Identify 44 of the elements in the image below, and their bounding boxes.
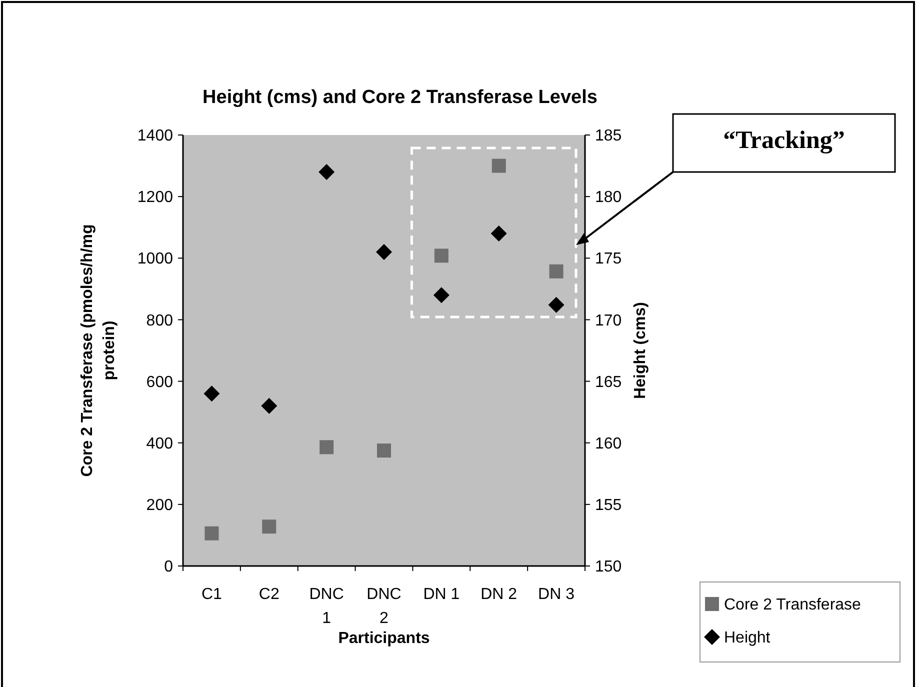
- legend-label: Height: [724, 630, 771, 647]
- x-tick-label: DN 3: [538, 586, 575, 603]
- point: [318, 164, 335, 180]
- point: [376, 244, 392, 260]
- point: [320, 440, 334, 454]
- point: [262, 520, 276, 534]
- point: [377, 444, 391, 458]
- y-tick-label: 600: [146, 374, 174, 391]
- y2-tick-label: 175: [595, 250, 622, 268]
- y2-tick-label: 180: [595, 189, 622, 206]
- y-tick-label: 400: [146, 435, 174, 452]
- x-tick-label: C1: [201, 586, 222, 603]
- y-tick-label: 800: [146, 312, 174, 330]
- chart-title: Height (cms) and Core 2 Transferase Levels: [202, 87, 598, 108]
- y2-tick-label: 185: [595, 128, 622, 145]
- y-tick-label: 200: [146, 497, 174, 514]
- y-tick-label: 1400: [137, 128, 174, 145]
- y-tick-label: 1000: [137, 250, 174, 268]
- point: [204, 386, 220, 402]
- point: [204, 526, 219, 540]
- x-axis-title: Participants: [338, 630, 430, 647]
- x-tick-label: DN 1: [423, 586, 460, 603]
- point: [433, 287, 450, 304]
- y2-tick-label: 155: [595, 497, 622, 514]
- x-tick-label: DN 2: [480, 586, 518, 603]
- y-tick-label: 0: [164, 558, 174, 576]
- legend-label: Core 2 Transferase: [724, 596, 862, 614]
- point: [492, 158, 506, 173]
- y2-tick-label: 165: [595, 374, 622, 391]
- point: [261, 398, 278, 414]
- y2-tick-label: 150: [595, 558, 622, 576]
- x-tick-label: C2: [258, 586, 280, 603]
- y-tick-label: 1200: [137, 189, 174, 206]
- x-tick-label: DNC 1: [309, 586, 344, 627]
- y2-tick-label: 170: [595, 312, 622, 330]
- text: “Tracking”: [723, 127, 845, 154]
- x-tick-label: DNC 2: [366, 586, 402, 627]
- point: [548, 296, 564, 313]
- point: [434, 248, 448, 263]
- y2-tick-label: 160: [595, 435, 622, 452]
- y-axis-title: Core 2 Transferase (pmoles/h/mg protein): [79, 224, 118, 477]
- point: [490, 226, 507, 242]
- point: [549, 264, 564, 278]
- y2-axis-title: Height (cms): [632, 302, 649, 399]
